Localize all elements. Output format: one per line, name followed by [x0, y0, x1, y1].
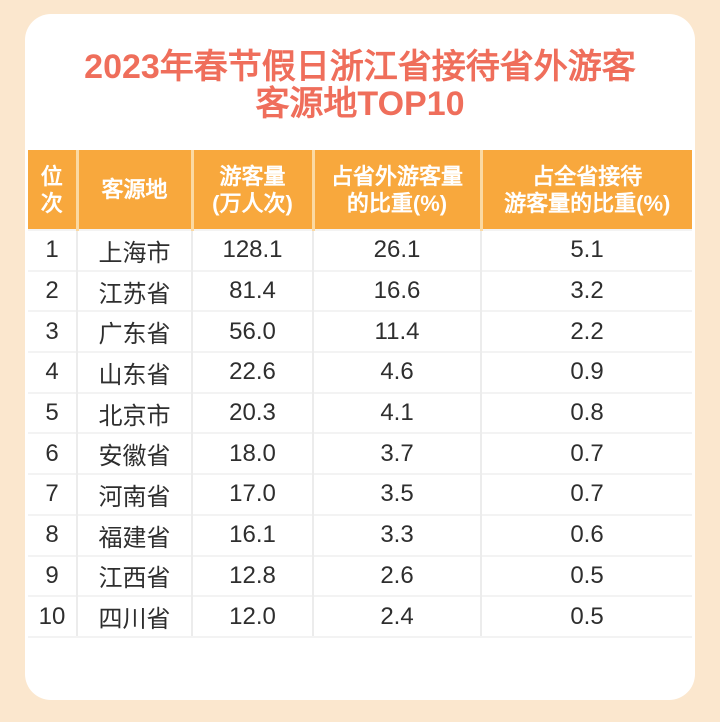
- cell-origin: 河南省: [76, 473, 192, 515]
- table-header-row: 位 次 客源地 游客量 (万人次) 占省外游客量 的比重(%) 占全省接待 游客…: [28, 150, 692, 230]
- cell-visitors: 12.8: [191, 554, 313, 597]
- cell-rank: 5: [28, 391, 77, 434]
- cell-share-out-of-province: 3.7: [312, 432, 481, 475]
- table-row: 6 安徽省 18.0 3.7 0.7: [28, 432, 692, 475]
- header-share-total: 占全省接待 游客量的比重(%): [479, 150, 692, 230]
- cell-visitors: 12.0: [191, 595, 313, 638]
- table-row: 4 山东省 22.6 4.6 0.9: [28, 351, 692, 393]
- cell-origin: 上海市: [76, 229, 192, 271]
- table-row: 7 河南省 17.0 3.5 0.7: [28, 473, 692, 515]
- cell-share-total: 0.7: [480, 432, 692, 475]
- cell-visitors: 81.4: [191, 269, 313, 312]
- cell-share-out-of-province: 11.4: [312, 310, 481, 353]
- cell-rank: 8: [28, 513, 77, 556]
- cell-visitors: 16.1: [191, 513, 313, 556]
- cell-share-out-of-province: 26.1: [312, 229, 481, 271]
- cell-share-out-of-province: 4.6: [312, 351, 481, 393]
- cell-origin: 江苏省: [76, 269, 192, 312]
- cell-share-out-of-province: 2.4: [312, 595, 481, 638]
- cell-origin: 北京市: [76, 391, 192, 434]
- cell-rank: 1: [28, 229, 77, 271]
- cell-visitors: 20.3: [191, 391, 313, 434]
- cell-origin: 安徽省: [76, 432, 192, 475]
- cell-origin: 四川省: [76, 595, 192, 638]
- cell-share-out-of-province: 4.1: [312, 391, 481, 434]
- table-row: 2 江苏省 81.4 16.6 3.2: [28, 269, 692, 312]
- cell-visitors: 128.1: [191, 229, 313, 271]
- table-row: 5 北京市 20.3 4.1 0.8: [28, 391, 692, 434]
- table-row: 9 江西省 12.8 2.6 0.5: [28, 554, 692, 597]
- cell-share-total: 0.9: [480, 351, 692, 393]
- table-row: 8 福建省 16.1 3.3 0.6: [28, 513, 692, 556]
- page-title-line2: 客源地TOP10: [255, 85, 465, 123]
- cell-rank: 7: [28, 473, 77, 515]
- cell-share-total: 0.8: [480, 391, 692, 434]
- header-visitors: 游客量 (万人次): [190, 150, 313, 230]
- cell-origin: 山东省: [76, 351, 192, 393]
- cell-share-out-of-province: 2.6: [312, 554, 481, 597]
- cell-rank: 3: [28, 310, 77, 353]
- page-title: 2023年春节假日浙江省接待省外游客 客源地TOP10: [25, 49, 695, 123]
- cell-share-out-of-province: 3.3: [312, 513, 481, 556]
- table-row: 10 四川省 12.0 2.4 0.5: [28, 595, 692, 638]
- cell-share-out-of-province: 16.6: [312, 269, 481, 312]
- cell-rank: 4: [28, 351, 77, 393]
- top10-table: 位 次 客源地 游客量 (万人次) 占省外游客量 的比重(%) 占全省接待 游客…: [28, 150, 692, 638]
- cell-origin: 福建省: [76, 513, 192, 556]
- cell-origin: 江西省: [76, 554, 192, 597]
- table-body: 1 上海市 128.1 26.1 5.1 2 江苏省 81.4 16.6 3.2…: [28, 229, 692, 638]
- page-title-line1: 2023年春节假日浙江省接待省外游客: [84, 48, 636, 86]
- cell-share-total: 2.2: [480, 310, 692, 353]
- data-table-container: 位 次 客源地 游客量 (万人次) 占省外游客量 的比重(%) 占全省接待 游客…: [28, 150, 692, 638]
- cell-share-total: 3.2: [480, 269, 692, 312]
- cell-origin: 广东省: [76, 310, 192, 353]
- cell-visitors: 56.0: [191, 310, 313, 353]
- cell-rank: 9: [28, 554, 77, 597]
- cell-share-total: 0.5: [480, 595, 692, 638]
- table-row: 1 上海市 128.1 26.1 5.1: [28, 229, 692, 271]
- header-share-out-of-province: 占省外游客量 的比重(%): [311, 150, 481, 230]
- header-rank: 位 次: [28, 150, 77, 230]
- cell-visitors: 17.0: [191, 473, 313, 515]
- cell-rank: 10: [28, 595, 77, 638]
- cell-visitors: 18.0: [191, 432, 313, 475]
- cell-share-total: 0.7: [480, 473, 692, 515]
- table-row: 3 广东省 56.0 11.4 2.2: [28, 310, 692, 353]
- cell-share-total: 0.6: [480, 513, 692, 556]
- cell-rank: 2: [28, 269, 77, 312]
- header-origin: 客源地: [75, 150, 192, 230]
- table-header: 位 次 客源地 游客量 (万人次) 占省外游客量 的比重(%) 占全省接待 游客…: [28, 150, 692, 230]
- cell-rank: 6: [28, 432, 77, 475]
- cell-visitors: 22.6: [191, 351, 313, 393]
- cell-share-total: 0.5: [480, 554, 692, 597]
- content-card: 2023年春节假日浙江省接待省外游客 客源地TOP10 位 次 客源地 游客量 …: [25, 14, 695, 700]
- cell-share-out-of-province: 3.5: [312, 473, 481, 515]
- cell-share-total: 5.1: [480, 229, 692, 271]
